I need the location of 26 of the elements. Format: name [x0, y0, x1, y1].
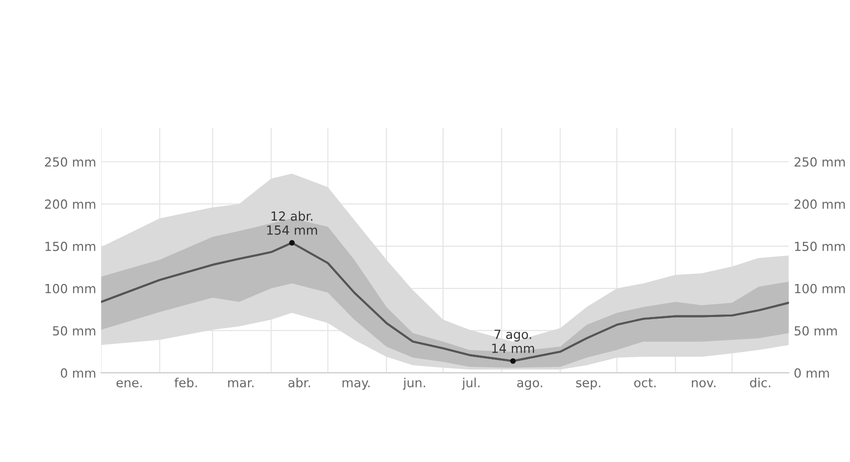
y-tick-label: 250 mm — [45, 157, 96, 167]
x-tick-label: ene. — [116, 380, 142, 388]
y-tick-label: 100 mm — [45, 284, 96, 294]
annotation: 12 abr. 154 mm — [267, 211, 317, 235]
y2-tick-label: 0 mm — [794, 368, 829, 378]
x-tick-label: oct. — [634, 378, 656, 388]
y-tick-label: 50 mm — [53, 326, 96, 336]
x-tick-label: dic. — [750, 378, 770, 388]
x-tick-label: abr. — [288, 378, 310, 388]
y2-tick-label: 250 mm — [794, 157, 845, 167]
y2-tick-label: 100 mm — [795, 284, 845, 294]
annotation: 7 ago. 14 mm — [492, 330, 534, 353]
x-tick-label: jul. — [462, 378, 480, 390]
x-tick-label: ago. — [517, 380, 542, 390]
x-tick-label: sep. — [576, 380, 600, 390]
x-tick-label: feb. — [174, 378, 197, 388]
x-tick-label: may. — [342, 380, 370, 390]
y2-tick-label: 200 mm — [794, 199, 845, 209]
y2-tick-label: 50 mm — [794, 326, 837, 336]
y-tick-label: 0 mm — [60, 368, 96, 378]
x-tick-label: jun. — [402, 378, 426, 390]
y-tick-label: 150 mm — [45, 242, 96, 252]
y-tick-label: 200 mm — [45, 199, 96, 209]
x-tick-label: mar. — [228, 380, 254, 388]
y2-tick-label: 150 mm — [795, 242, 845, 252]
x-tick-label: nov. — [692, 380, 716, 388]
